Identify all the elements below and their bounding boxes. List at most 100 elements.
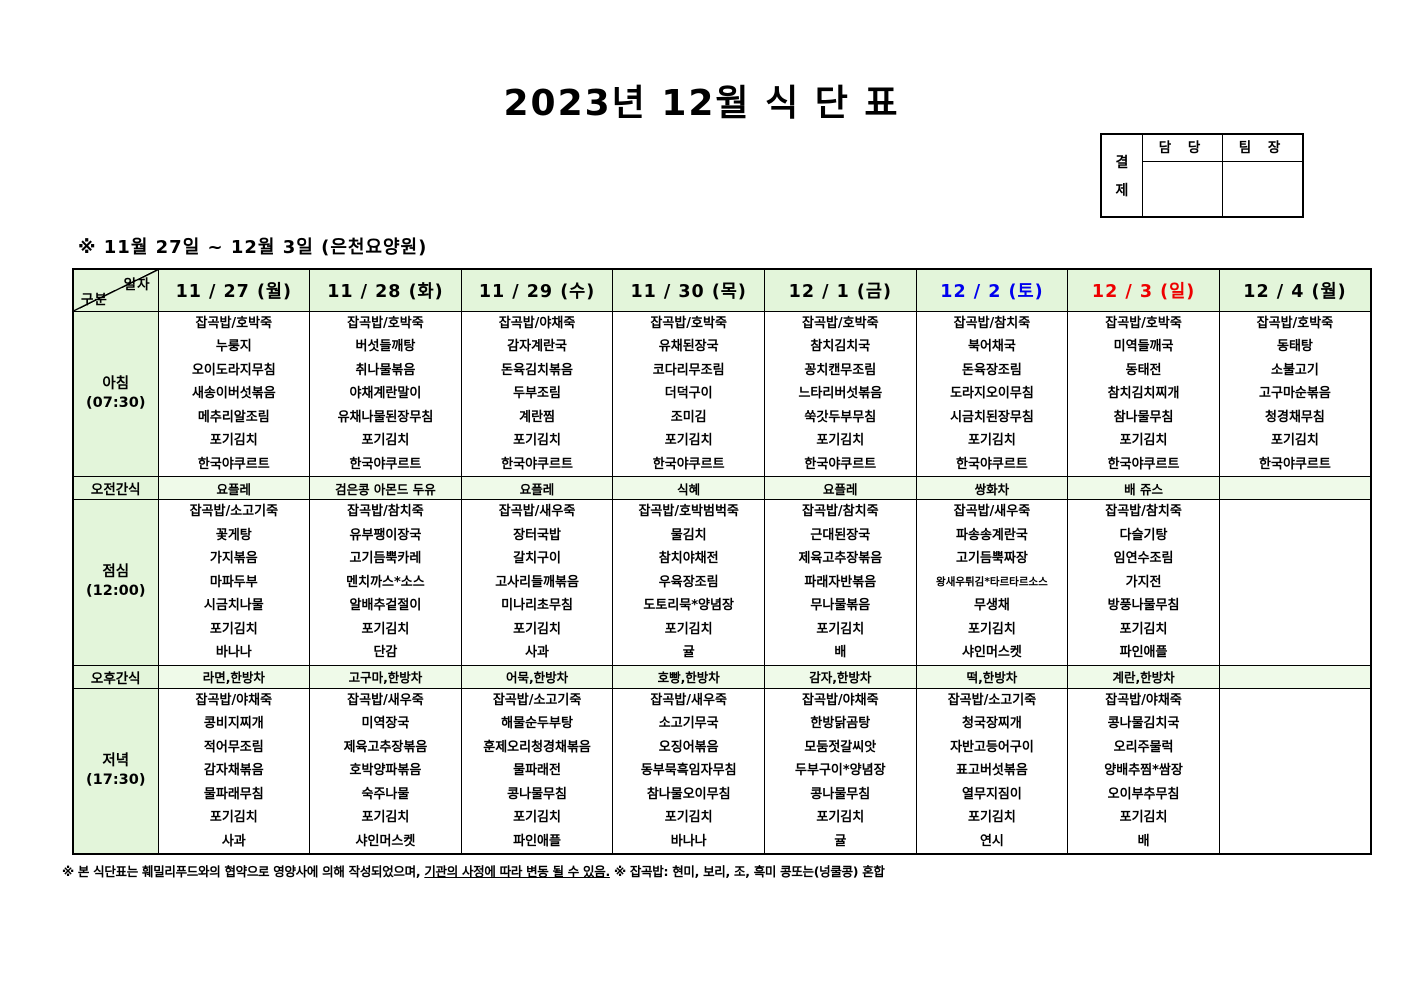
menu-item-line: 한국야쿠르트 bbox=[197, 456, 270, 472]
menu-item-line: 메추리알조림 bbox=[197, 409, 270, 425]
menu-item-line: 한국야쿠르트 bbox=[349, 456, 422, 472]
menu-item-line bbox=[1220, 830, 1370, 854]
menu-cell: 잡곡밥/호박범벅죽 물김치 참치야채전 우육장조림 도토리묵*양념장 포기김치 귤 bbox=[612, 499, 765, 666]
menu-item-line: 한국야쿠르트 bbox=[956, 456, 1028, 472]
menu-item-line bbox=[1220, 806, 1370, 830]
snack-cell: 계란,한방차 bbox=[1067, 664, 1220, 689]
menu-item-line: 포기김치 bbox=[1119, 810, 1168, 825]
menu-item-line: 미역장국 bbox=[361, 716, 410, 731]
menu-item-line: 도토리묵*양념장 bbox=[643, 598, 734, 613]
menu-item-line: 잡곡밥/소고기죽 bbox=[492, 692, 582, 708]
menu-item-line: 임연수조림 bbox=[1113, 551, 1174, 566]
menu-item-line: 오징어볶음 bbox=[658, 739, 719, 755]
menu-item-line: 새송이버섯볶음 bbox=[191, 386, 276, 401]
meal-plan-table: 일자 구분 11 / 27 (월) 11 / 28 (화) 11 / 29 (수) 11 … bbox=[72, 268, 1372, 855]
menu-item-line bbox=[1220, 594, 1370, 618]
menu-item-line: 돈육김치볶음 bbox=[501, 362, 573, 378]
menu-item-line: 포기김치 bbox=[209, 621, 258, 637]
menu-item-line: 참치야채전 bbox=[658, 551, 719, 566]
menu-item-line: 귤 bbox=[682, 645, 695, 660]
menu-item-line: 자반고등어구이 bbox=[950, 739, 1034, 755]
menu-item-line: 잡곡밥/새우죽 bbox=[953, 504, 1031, 519]
menu-item-line: 제육고추장볶음 bbox=[343, 739, 428, 755]
menu-item-line: 청국장찌개 bbox=[962, 716, 1022, 731]
meal-label-cell: 저녁 (17:30) bbox=[72, 687, 159, 855]
menu-cell: 잡곡밥/호박죽 버섯들깨탕 취나물볶음 야채계란말이 유채나물된장무침 포기김치 한국야쿠르… bbox=[309, 310, 462, 477]
menu-item-line: 한국야쿠르트 bbox=[1107, 456, 1180, 472]
menu-item-line: 참나물무침 bbox=[1113, 409, 1174, 425]
menu-item-line: 가지볶음 bbox=[209, 551, 258, 566]
date-header-cell-1: 11 / 27 (월) bbox=[157, 268, 311, 312]
footnote-text-1: ※ 본 식단표는 훼밀리푸드와의 협약으로 영양사에 의해 작성되었으며, bbox=[62, 864, 425, 879]
menu-item-line: 잡곡밥/참치죽 bbox=[1105, 504, 1182, 519]
menu-item-line: 포기김치 bbox=[1119, 621, 1168, 637]
menu-item-line: 포기김치 bbox=[1119, 433, 1168, 448]
menu-item-line: 포기김치 bbox=[664, 810, 713, 825]
menu-item-line: 잡곡밥/야채죽 bbox=[1105, 692, 1182, 708]
menu-item-line: 잡곡밥/호박죽 bbox=[195, 315, 273, 331]
menu-item-line: 도라지오이무침 bbox=[950, 386, 1034, 401]
menu-item-line: 사과 bbox=[221, 833, 246, 849]
menu-item-line: 꽁치캔무조림 bbox=[804, 362, 877, 378]
menu-item-line: 잡곡밥/호박죽 bbox=[802, 315, 879, 331]
menu-item-line: 코다리무조림 bbox=[652, 362, 725, 378]
menu-item-line: 왕새우튀김*타르타르소스 bbox=[936, 575, 1048, 588]
date-header-row: 일자 구분 11 / 27 (월) 11 / 28 (화) 11 / 29 (수) 11 … bbox=[72, 268, 1372, 312]
approval-box: 결 제 담 당 팀 장 bbox=[1100, 133, 1304, 218]
menu-item-line: 잡곡밥/호박죽 bbox=[1105, 315, 1182, 331]
snack-label-cell: 오전간식 bbox=[72, 476, 159, 500]
menu-item-line bbox=[1220, 524, 1370, 548]
menu-cell: 잡곡밥/참치죽 근대된장국 제육고추장볶음 파래자반볶음 무나물볶음 포기김치 배 bbox=[764, 499, 917, 666]
menu-item-line: 제육고추장볶음 bbox=[798, 551, 883, 566]
date-header-cell-5: 12 / 1 (금) bbox=[764, 268, 917, 312]
menu-item-line: 마파두부 bbox=[209, 574, 258, 590]
menu-item-line: 참치김치국 bbox=[810, 339, 871, 354]
snack-row: 오전간식 요플레 검은콩 아몬드 두유 요플레 식혜 요플레 쌍화차 배 쥬스 bbox=[72, 476, 1372, 500]
menu-item-line: 포기김치 bbox=[209, 810, 258, 825]
menu-cell: 잡곡밥/호박죽 미역들깨국 동태전 참치김치찌개 참나물무침 포기김치 한국야쿠르트 bbox=[1067, 310, 1220, 477]
meal-time: (12:00) bbox=[86, 583, 146, 600]
footnote-text-2: ※ 잡곡밥: 현미, 보리, 조, 흑미 콩또는(넝쿨콩) 혼합 bbox=[609, 864, 885, 879]
menu-cell: 잡곡밥/소고기죽 청국장찌개 자반고등어구이 표고버섯볶음 열무지짐이 포기김치 연시 bbox=[915, 687, 1069, 855]
meal-label: 아침 bbox=[102, 375, 130, 392]
menu-item-line: 미역들깨국 bbox=[1113, 339, 1174, 354]
menu-item-line: 감자채볶음 bbox=[203, 763, 264, 778]
menu-item-line: 잡곡밥/야채죽 bbox=[802, 692, 879, 708]
menu-item-line: 포기김치 bbox=[513, 810, 561, 825]
date-header-cell-8: 12 / 4 (월) bbox=[1218, 268, 1372, 312]
snack-cell: 라면,한방차 bbox=[157, 664, 311, 689]
approval-column-damdang: 담 당 bbox=[1143, 135, 1222, 216]
menu-item-line: 잡곡밥/호박죽 bbox=[347, 315, 424, 331]
menu-item-line: 더덕구이 bbox=[664, 386, 713, 401]
snack-cell: 감자,한방차 bbox=[764, 664, 917, 689]
menu-item-line: 파인애플 bbox=[1119, 645, 1168, 660]
menu-item-line: 멘치까스*소스 bbox=[346, 574, 425, 590]
meal-label-cell: 점심 (12:00) bbox=[72, 499, 159, 666]
menu-item-line: 동태탕 bbox=[1276, 339, 1313, 354]
menu-item-line: 오리주물럭 bbox=[1113, 739, 1174, 755]
menu-cell: 잡곡밥/소고기죽 꽃게탕 가지볶음 마파두부 시금치나물 포기김치 바나나 bbox=[157, 499, 311, 666]
menu-item-line: 감자계란국 bbox=[507, 339, 567, 354]
menu-item-line: 한국야쿠르트 bbox=[804, 456, 877, 472]
snack-cell: 떡,한방차 bbox=[915, 664, 1069, 689]
menu-item-line: 잡곡밥/호박범벅죽 bbox=[638, 504, 739, 519]
snack-cell: 배 쥬스 bbox=[1067, 476, 1220, 500]
menu-cell: 잡곡밥/새우죽 미역장국 제육고추장볶음 호박양파볶음 숙주나물 포기김치 샤인머스켓 bbox=[309, 687, 462, 855]
date-header-cell-2: 11 / 28 (화) bbox=[309, 268, 462, 312]
approval-stamp-char-2: 제 bbox=[1115, 182, 1129, 199]
menu-item-line: 콩나물무침 bbox=[507, 786, 567, 802]
menu-cell: 잡곡밥/야채죽 콩나물김치국 오리주물럭 양배추찜*쌈장 오이부추무침 포기김치 배 bbox=[1067, 687, 1220, 855]
menu-item-line: 시금치된장무침 bbox=[950, 409, 1034, 425]
menu-cell bbox=[1218, 687, 1372, 855]
menu-item-line: 미나리초무침 bbox=[501, 598, 573, 613]
menu-cell bbox=[1218, 499, 1372, 666]
menu-item-line: 포기김치 bbox=[361, 433, 410, 448]
menu-item-line: 느타리버섯볶음 bbox=[798, 386, 883, 401]
snack-cell: 요플레 bbox=[157, 476, 311, 500]
menu-item-line: 꽃게탕 bbox=[215, 527, 252, 543]
menu-item-line: 훈제오리청경채볶음 bbox=[483, 739, 591, 755]
menu-item-line: 포기김치 bbox=[968, 810, 1016, 825]
menu-item-line: 참나물오이무침 bbox=[646, 786, 731, 802]
menu-item-line: 야채계란말이 bbox=[349, 386, 422, 401]
